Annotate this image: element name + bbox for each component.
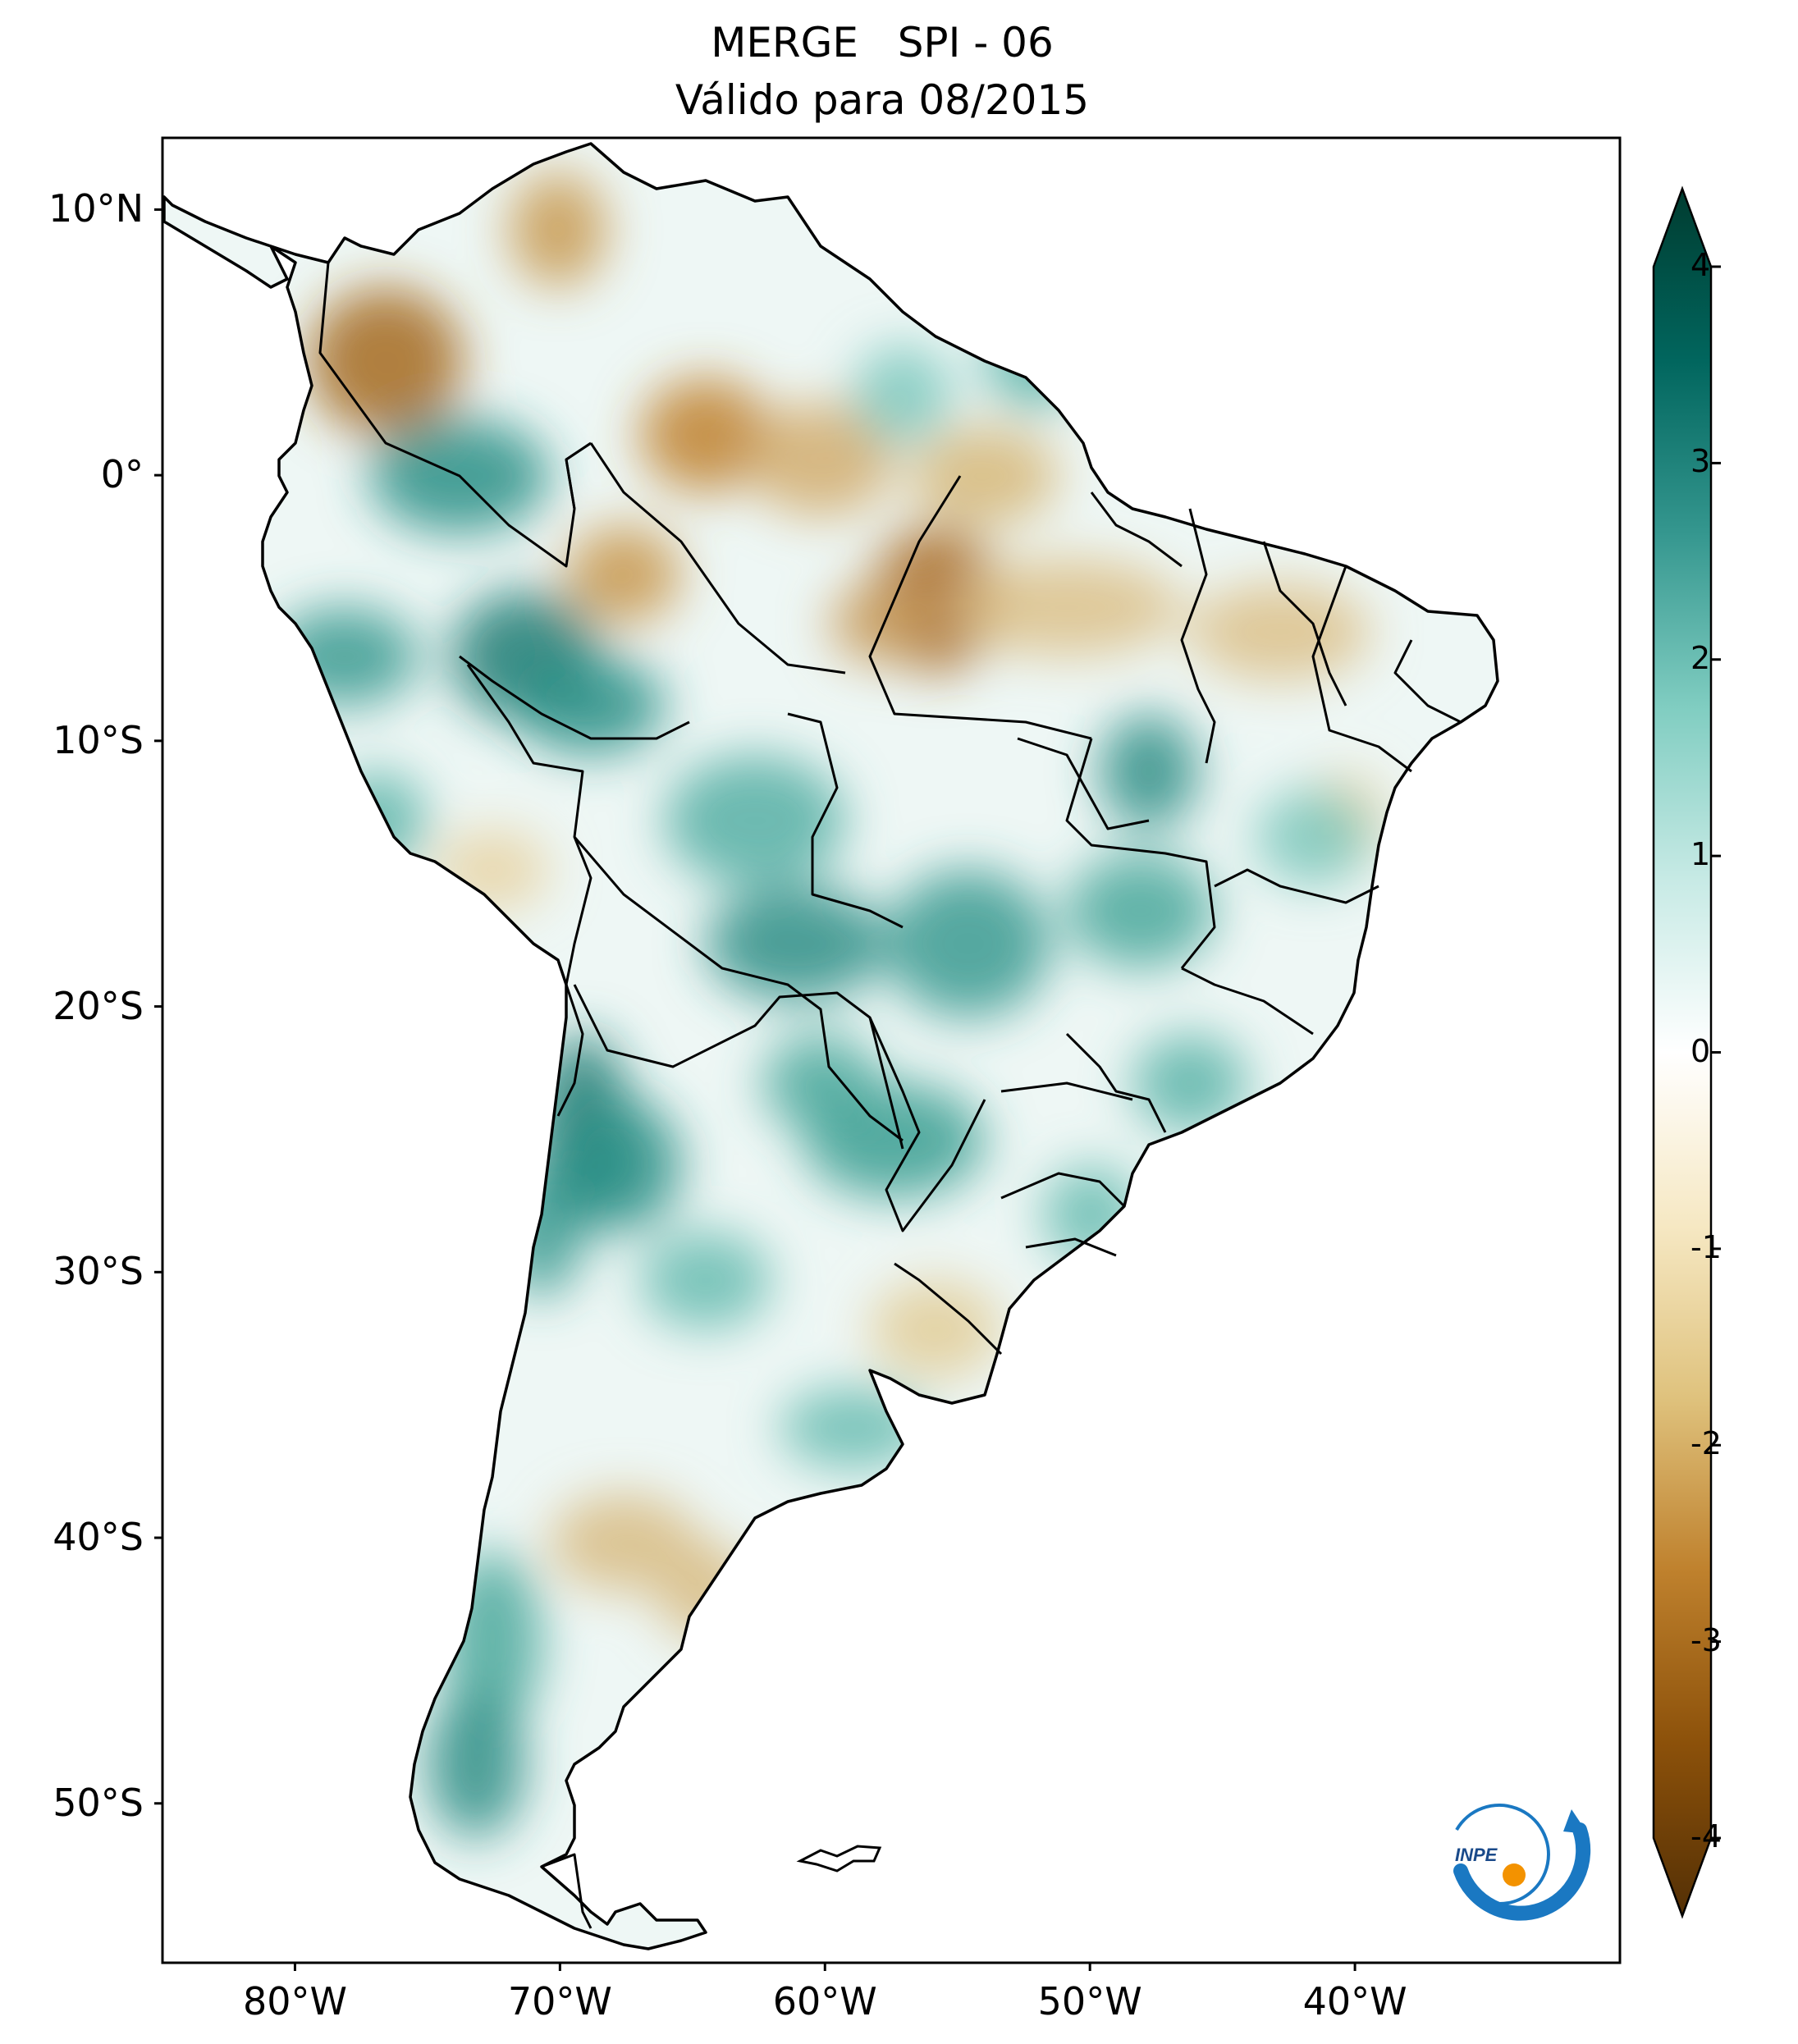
colorbar-tick-label: -4: [1690, 1818, 1722, 1854]
colorbar-tick-label: -1: [1690, 1228, 1722, 1265]
spi-patch: [853, 345, 952, 443]
border-line: [868, 1017, 986, 1232]
spi-patch: [509, 172, 607, 287]
border-line: [1017, 737, 1150, 830]
spi-patch: [308, 287, 464, 435]
spi-patch: [952, 558, 1182, 656]
spi-patch: [985, 312, 1083, 410]
spi-patch: [1067, 853, 1215, 968]
border-line: [1214, 868, 1379, 904]
border-line: [868, 475, 1092, 740]
spi-patch: [1256, 788, 1370, 886]
spi-patch: [665, 755, 845, 886]
spi-patch: [870, 1280, 1001, 1379]
border-line: [573, 984, 904, 1150]
spi-patch: [566, 525, 681, 624]
spi-patch: [1190, 583, 1370, 681]
border-line: [459, 655, 690, 740]
colorbar-tick-label: 2: [1690, 639, 1711, 676]
lon-tick-label: 70°W: [507, 1979, 612, 2023]
spi-patch: [747, 402, 894, 517]
lon-tick-label: 40°W: [1302, 1979, 1407, 2023]
map-title: MERGE SPI - 06: [711, 19, 1054, 66]
lat-tick-label: 40°S: [53, 1515, 144, 1560]
colorbar-tick-label: 1: [1690, 836, 1711, 873]
lon-tick-label: 60°W: [772, 1979, 877, 2023]
border-line: [1090, 492, 1183, 568]
spi-patch: [640, 1231, 771, 1329]
spi-patch: [1100, 714, 1198, 829]
spi-patch: [706, 886, 886, 1001]
lat-tick-label: 20°S: [53, 983, 144, 1028]
lat-tick-label: 0°: [100, 452, 144, 497]
border-line: [556, 984, 584, 1117]
falkland-islands: [796, 1845, 882, 1873]
country-borders: [318, 262, 1462, 1929]
border-line: [787, 712, 904, 929]
spi-patch: [640, 377, 771, 492]
spi-patch: [763, 1034, 878, 1132]
border-line: [589, 442, 846, 674]
lat-tick-label: 30°S: [53, 1249, 144, 1294]
border-line: [1262, 541, 1347, 706]
colorbar-tick-label: 3: [1690, 443, 1711, 480]
colorbar-tick-label: 0: [1690, 1032, 1711, 1069]
inpe-logo-text: INPE: [1455, 1845, 1498, 1865]
lat-tick-label: 10°S: [53, 717, 144, 762]
colorbar-tick-label: -2: [1690, 1425, 1722, 1462]
spi-patch: [501, 1165, 583, 1296]
spi-patch: [550, 1493, 698, 1592]
lat-tick-label: 10°N: [48, 186, 144, 231]
spi-patch: [886, 870, 1050, 1017]
lat-tick-label: 50°S: [53, 1780, 144, 1825]
spi-patch: [517, 656, 665, 755]
coastline: [162, 142, 1499, 1950]
inpe-logo: INPE: [1453, 1804, 1591, 1921]
spi-patch: [829, 583, 927, 665]
spi-patch: [435, 829, 550, 911]
border-line: [894, 1262, 1003, 1356]
spi-patch: [427, 1690, 525, 1838]
border-line: [541, 1853, 592, 1929]
spi-patch: [911, 427, 1059, 525]
axis-ticks: [154, 208, 1357, 1971]
border-line: [573, 836, 904, 1142]
border-line: [1000, 1172, 1126, 1208]
lon-tick-label: 80°W: [242, 1979, 347, 2023]
spi-patch: [780, 1387, 927, 1469]
colorbar: [1652, 185, 1721, 1919]
spi-patch: [1132, 1034, 1247, 1132]
map-frame: [161, 136, 1622, 1964]
border-line: [1065, 738, 1216, 969]
border-line: [1025, 1237, 1117, 1257]
border-line: [1000, 1081, 1133, 1101]
border-line: [1393, 639, 1462, 724]
border-line: [466, 664, 592, 985]
map-subtitle: Válido para 08/2015: [675, 76, 1090, 124]
colorbar-tick-label: 4: [1690, 247, 1711, 283]
border-line: [1180, 508, 1216, 764]
spi-patch: [566, 1100, 681, 1231]
border-line: [565, 441, 592, 510]
colorbar-tick-label: -3: [1690, 1621, 1722, 1658]
lon-tick-label: 50°W: [1037, 1979, 1142, 2023]
border-line: [1181, 967, 1314, 1036]
border-line: [1311, 565, 1412, 773]
border-line: [1065, 1032, 1167, 1133]
